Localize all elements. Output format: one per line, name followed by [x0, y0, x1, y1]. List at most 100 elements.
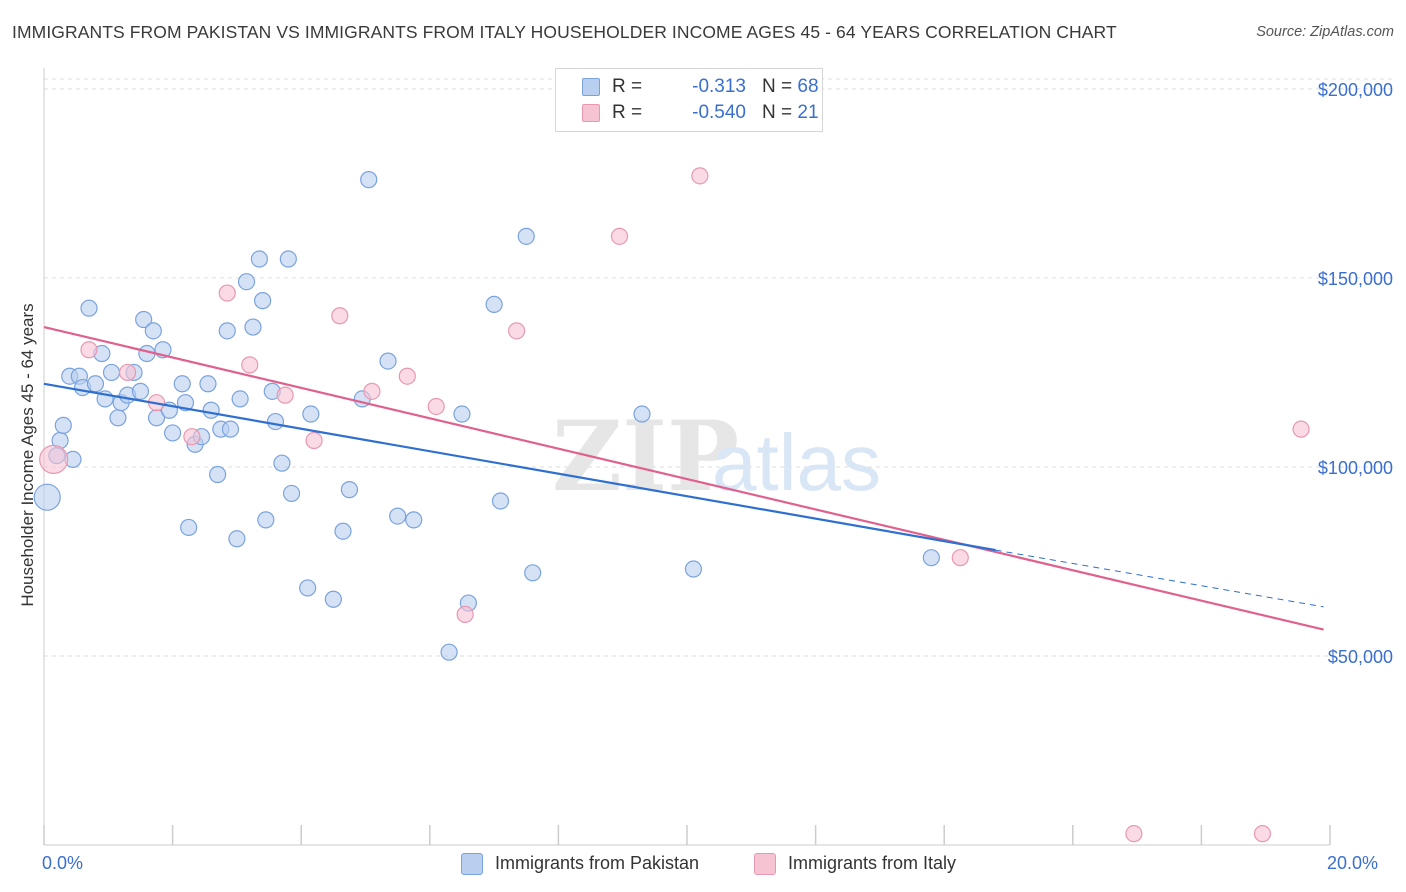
- point-italy: [118, 363, 137, 382]
- point-pakistan: [202, 401, 220, 419]
- point-pakistan: [237, 273, 256, 291]
- point-italy: [1125, 825, 1143, 843]
- point-italy: [241, 356, 259, 374]
- point-pakistan: [231, 390, 249, 408]
- trend-line-pakistan: [43, 382, 996, 552]
- bottom-legend-swatch-blue: [461, 853, 483, 875]
- point-pakistan: [254, 292, 272, 310]
- point-pakistan: [218, 322, 236, 340]
- point-pakistan: [684, 560, 703, 578]
- legend-swatch-blue: [582, 78, 600, 96]
- point-italy: [39, 444, 69, 474]
- point-italy: [218, 284, 236, 302]
- point-pakistan: [324, 590, 342, 608]
- trend-line-italy: [43, 326, 1324, 631]
- point-pakistan: [244, 318, 262, 336]
- point-pakistan: [221, 420, 240, 438]
- point-pakistan: [80, 299, 98, 317]
- point-italy: [1253, 825, 1272, 843]
- legend-swatch-pink: [582, 104, 600, 122]
- point-italy: [610, 227, 629, 245]
- point-pakistan: [299, 579, 317, 597]
- watermark-atlas: atlas: [712, 418, 881, 507]
- watermark: ZIP atlas: [552, 400, 881, 513]
- legend-n-value: 21: [797, 102, 819, 123]
- y-axis-label: Householder Income Ages 45 - 64 years: [18, 303, 37, 607]
- legend-r-value: -0.540: [692, 102, 746, 123]
- legend-r-label: R =: [612, 102, 643, 123]
- point-italy: [1292, 420, 1310, 438]
- legend-n-value: 68: [797, 76, 819, 97]
- point-pakistan: [379, 352, 397, 370]
- point-pakistan: [180, 518, 198, 537]
- legend-r-label: R =: [612, 76, 643, 97]
- x-tick-label-min: 0.0%: [42, 853, 84, 873]
- point-pakistan: [282, 484, 301, 503]
- point-pakistan: [144, 322, 162, 340]
- y-tick-labels: $50,000 $100,000 $150,000 $200,000: [1318, 80, 1393, 667]
- series-italy-points: [39, 167, 1310, 843]
- point-pakistan: [453, 405, 471, 423]
- point-italy: [276, 386, 294, 404]
- point-pakistan: [135, 310, 153, 329]
- point-pakistan: [389, 507, 407, 525]
- point-pakistan: [524, 564, 542, 582]
- point-pakistan: [109, 409, 127, 427]
- point-pakistan: [176, 394, 195, 412]
- point-pakistan: [517, 227, 535, 245]
- point-pakistan: [273, 454, 291, 472]
- point-pakistan: [228, 530, 246, 548]
- point-pakistan: [257, 511, 275, 529]
- point-pakistan: [250, 250, 269, 268]
- point-pakistan: [360, 171, 378, 189]
- bottom-legend-swatch-pink: [754, 853, 776, 875]
- point-pakistan: [922, 549, 940, 567]
- chart-title: IMMIGRANTS FROM PAKISTAN VS IMMIGRANTS F…: [12, 22, 1117, 42]
- point-italy: [691, 167, 709, 185]
- point-pakistan: [405, 511, 423, 529]
- legend-r-value: -0.313: [692, 76, 746, 97]
- correlation-legend: R = -0.313 N = 68 R = -0.540 N = 21: [555, 68, 823, 132]
- point-pakistan: [102, 363, 121, 382]
- point-pakistan: [164, 424, 182, 442]
- point-italy: [427, 397, 445, 416]
- source-label: Source: ZipAtlas.com: [1256, 24, 1394, 40]
- point-pakistan: [334, 522, 352, 540]
- point-pakistan: [86, 375, 105, 393]
- point-pakistan: [302, 405, 320, 423]
- trend-line-pakistan-extension: [995, 549, 1324, 608]
- point-pakistan: [54, 416, 72, 434]
- y-tick-label: $150,000: [1318, 269, 1393, 289]
- point-italy: [398, 367, 416, 385]
- y-tick-label: $50,000: [1328, 647, 1393, 667]
- point-pakistan: [266, 412, 285, 431]
- point-pakistan: [33, 483, 61, 511]
- point-pakistan: [131, 382, 150, 400]
- x-tick-label-max: 20.0%: [1327, 853, 1379, 873]
- point-pakistan: [485, 295, 503, 313]
- point-pakistan: [279, 250, 297, 268]
- point-italy: [508, 322, 526, 340]
- point-pakistan: [209, 465, 227, 484]
- series-pakistan-points: [33, 171, 940, 661]
- point-italy: [331, 307, 349, 325]
- point-italy: [363, 382, 381, 400]
- y-tick-label: $200,000: [1318, 80, 1393, 100]
- point-italy: [183, 428, 201, 446]
- point-pakistan: [340, 481, 359, 499]
- point-italy: [80, 341, 98, 359]
- point-pakistan: [633, 405, 651, 423]
- legend-n-label: N =: [762, 102, 793, 123]
- point-pakistan: [199, 375, 217, 393]
- bottom-legend-label: Immigrants from Pakistan: [495, 853, 700, 873]
- legend-n-label: N =: [762, 76, 793, 97]
- trend-lines: [43, 326, 1324, 631]
- point-italy: [305, 431, 323, 450]
- point-pakistan: [173, 375, 191, 393]
- point-italy: [951, 549, 969, 567]
- point-pakistan: [440, 643, 458, 661]
- y-tick-label: $100,000: [1318, 458, 1393, 478]
- bottom-legend-label: Immigrants from Italy: [788, 853, 957, 873]
- point-pakistan: [491, 492, 510, 510]
